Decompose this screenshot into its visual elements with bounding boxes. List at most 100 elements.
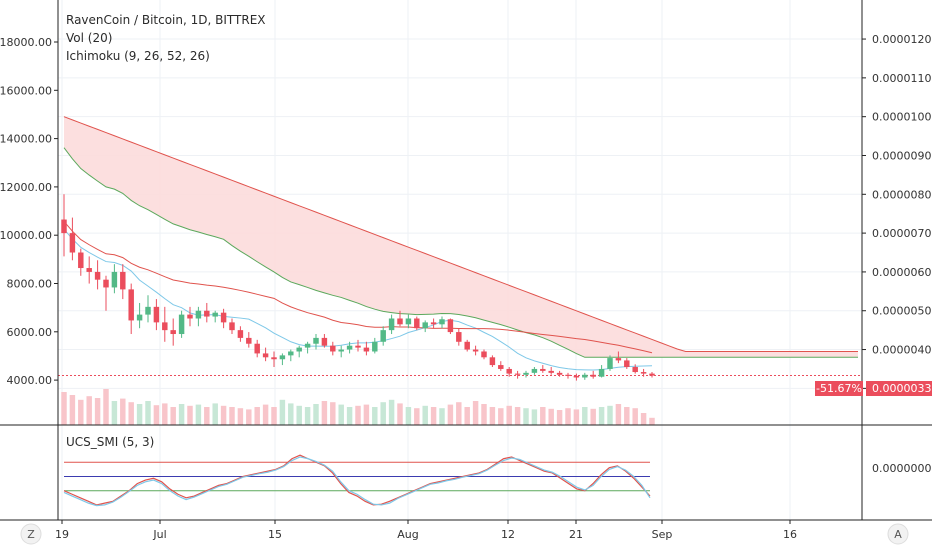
left-tick-label: 6000.00: [7, 326, 53, 339]
volume-bar: [279, 399, 286, 425]
candle-body: [246, 337, 252, 344]
candle-body: [397, 318, 403, 325]
smi-line: [63, 454, 651, 506]
volume-bar: [237, 408, 244, 425]
volume-bar: [380, 402, 386, 425]
candle-body: [624, 360, 630, 368]
candle-body: [598, 368, 605, 377]
candle-body: [447, 319, 454, 333]
change-badge: [815, 381, 863, 396]
volume-bar: [481, 404, 487, 425]
auto-scale-button[interactable]: [887, 523, 909, 545]
candle-body: [111, 271, 118, 288]
ichimoku-cloud: [64, 116, 858, 358]
candle-body: [523, 372, 529, 375]
indicator-vol-label: Vol (20): [66, 31, 112, 45]
right-tick-label: 0.00000500: [872, 305, 932, 318]
volume-bar: [439, 408, 445, 425]
left-tick-label: 12000.00: [0, 181, 52, 194]
zoom-button[interactable]: [20, 523, 42, 545]
candle-body: [288, 351, 294, 356]
price-badge: [866, 381, 932, 396]
candle-body: [94, 271, 101, 280]
volume-bar: [145, 401, 151, 425]
volume-bar: [271, 407, 277, 425]
volume-bar: [136, 404, 143, 425]
smi-signal-line: [63, 456, 651, 507]
left-tick-label: 10000.00: [0, 229, 52, 242]
volume-bar: [405, 407, 412, 425]
candle-body: [573, 375, 580, 378]
indicator-ichimoku-label: Ichimoku (9, 26, 52, 26): [66, 49, 210, 63]
senkou-a-line: [63, 116, 858, 352]
candle-body: [481, 351, 487, 358]
candle-body: [178, 314, 185, 335]
candle-body: [590, 374, 596, 377]
candle-body: [346, 345, 353, 350]
candle-body: [313, 337, 319, 344]
time-tick-label: 12: [501, 528, 515, 541]
candle-body: [103, 279, 109, 288]
left-tick-label: 18000.00: [0, 36, 52, 49]
volume-bar: [640, 413, 647, 425]
candle-body: [128, 289, 134, 321]
volume-bar: [363, 404, 370, 425]
right-tick-label: 0.00000700: [872, 227, 932, 240]
candle-body: [632, 367, 638, 373]
volume-bar: [506, 405, 512, 425]
axes: 0.00001200 0.00001100 0.00001000 0.00000900…: [0, 0, 932, 541]
candle-body: [439, 319, 445, 325]
candle-body: [170, 330, 176, 335]
volume-bar: [212, 403, 218, 425]
volume-bar: [590, 408, 596, 425]
candle-body: [145, 306, 151, 315]
volume-bar: [615, 404, 622, 425]
right-tick-label: 0.00001000: [872, 111, 932, 124]
volume-bars: [61, 389, 655, 425]
chart-title: RavenCoin / Bitcoin, 1D, BITTREX: [66, 13, 266, 27]
candle-body: [195, 310, 202, 319]
volume-bar: [355, 405, 361, 425]
volume-bar: [195, 404, 202, 425]
candle-body: [489, 357, 496, 366]
candle-body: [498, 365, 504, 369]
volume-bar: [254, 407, 260, 425]
candle-body: [363, 347, 370, 352]
right-tick-label: 0.00001100: [872, 72, 932, 85]
candle-body: [86, 268, 92, 272]
volume-bar: [464, 407, 470, 425]
volume-bar: [456, 402, 462, 425]
volume-bar: [330, 402, 336, 425]
candle-body: [355, 345, 361, 348]
sub-axis-label: 0.00000000: [872, 462, 932, 475]
volume-bar: [178, 404, 185, 425]
volume-bar: [229, 407, 235, 425]
volume-bar: [632, 408, 638, 425]
ucs-smi-panel: [63, 454, 651, 507]
time-tick-label: 15: [268, 528, 282, 541]
volume-bar: [523, 408, 529, 425]
volume-bar: [422, 405, 428, 425]
time-tick-label: 21: [569, 528, 583, 541]
candle-body: [556, 372, 563, 375]
candle-body: [422, 322, 428, 329]
candle-body: [229, 322, 235, 331]
volume-bar: [69, 395, 76, 425]
candle-body: [204, 310, 210, 317]
candle-body: [514, 373, 521, 375]
candle-body: [271, 357, 277, 360]
volume-bar: [397, 403, 403, 425]
right-tick-label: 0.00000900: [872, 149, 932, 162]
candle-body: [296, 347, 302, 352]
zoom-button-label: Z: [27, 528, 35, 541]
volume-bar: [388, 399, 395, 425]
volume-bar: [514, 407, 521, 425]
volume-bar: [170, 407, 176, 425]
time-tick-label: Sep: [652, 528, 673, 541]
candle-body: [153, 306, 160, 323]
volume-bar: [338, 404, 344, 425]
volume-bar: [489, 407, 496, 425]
volume-bar: [498, 408, 504, 425]
volume-bar: [472, 401, 479, 425]
candle-body: [472, 349, 479, 352]
